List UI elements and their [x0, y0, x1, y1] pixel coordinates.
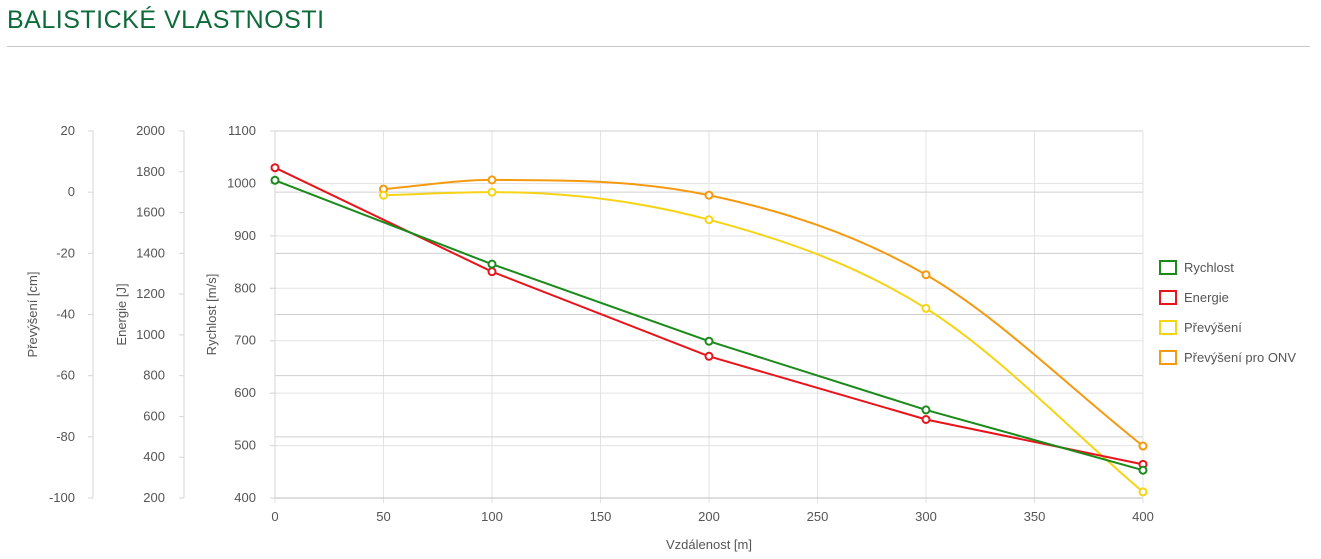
data-point: [1138, 441, 1148, 451]
data-point: [704, 190, 714, 200]
legend-swatch: [1159, 260, 1177, 275]
x-tick-label: 150: [590, 509, 612, 524]
legend-label: Převýšení: [1184, 320, 1242, 335]
legend: Rychlost Energie Převýšení Převýšení pro ON…: [1159, 260, 1296, 365]
series-line: [383, 191, 1144, 493]
x-tick-label: 50: [376, 509, 390, 524]
x-tick-label: 350: [1024, 509, 1046, 524]
data-point: [270, 163, 280, 173]
data-point: [921, 405, 931, 415]
x-tick-label: 100: [481, 509, 503, 524]
rychlost-axis-title: Rychlost [m/s]: [204, 274, 219, 356]
title-divider: [7, 46, 1310, 47]
page-title: BALISTICKÉ VLASTNOSTI: [7, 6, 325, 34]
rychlost-tick-label: 1000: [227, 175, 256, 190]
x-axis-title: Vzdálenost [m]: [666, 537, 752, 552]
rychlost-tick-label: 700: [234, 333, 256, 348]
prevyseni-tick-label: -100: [49, 490, 75, 505]
energie-axis-title: Energie [J]: [114, 283, 129, 345]
prevyseni-tick-label: -20: [56, 245, 75, 260]
data-point: [704, 351, 714, 361]
legend-item[interactable]: Převýšení pro ONV: [1159, 350, 1296, 365]
data-point: [921, 303, 931, 313]
legend-swatch: [1159, 290, 1177, 305]
energie-tick-label: 400: [143, 449, 165, 464]
x-tick-label: 200: [698, 509, 720, 524]
data-point: [704, 336, 714, 346]
series-0: [270, 175, 1148, 475]
series-2: [379, 187, 1148, 497]
data-point: [487, 267, 497, 277]
energie-tick-label: 1200: [136, 286, 165, 301]
series-layer: [270, 163, 1148, 497]
legend-label: Energie: [1184, 290, 1229, 305]
energie-tick-label: 1400: [136, 245, 165, 260]
x-tick-label: 300: [915, 509, 937, 524]
rychlost-tick-label: 1100: [228, 123, 256, 138]
data-point: [1138, 487, 1148, 497]
data-point: [921, 270, 931, 280]
legend-swatch: [1159, 320, 1177, 335]
x-tick-label: 0: [271, 509, 278, 524]
legend-label: Převýšení pro ONV: [1184, 350, 1296, 365]
energie-tick-label: 1600: [136, 205, 165, 220]
data-point: [1138, 465, 1148, 475]
rychlost-tick-label: 600: [234, 385, 256, 400]
energie-tick-label: 1000: [136, 327, 165, 342]
prevyseni-tick-label: 20: [61, 123, 75, 138]
legend-item[interactable]: Energie: [1159, 290, 1229, 305]
rychlost-tick-label: 900: [234, 228, 256, 243]
data-point: [487, 187, 497, 197]
data-point: [379, 190, 388, 200]
series-3: [379, 175, 1148, 451]
prevyseni-axis-title: Převýšení [cm]: [25, 272, 40, 358]
data-point: [921, 415, 931, 425]
legend-swatch: [1159, 350, 1177, 365]
prevyseni-tick-label: -40: [56, 307, 75, 322]
x-tick-label: 400: [1132, 509, 1154, 524]
data-point: [487, 175, 497, 185]
rychlost-tick-label: 800: [234, 280, 256, 295]
legend-label: Rychlost: [1184, 260, 1234, 275]
data-point: [270, 175, 280, 185]
rychlost-tick-label: 500: [234, 438, 256, 453]
legend-item[interactable]: Převýšení: [1159, 320, 1242, 335]
energie-tick-label: 1800: [136, 164, 165, 179]
data-point: [487, 259, 497, 269]
legend-item[interactable]: Rychlost: [1159, 260, 1234, 275]
series-line: [383, 178, 1144, 447]
prevyseni-tick-label: -60: [56, 368, 75, 383]
prevyseni-tick-label: -80: [56, 429, 75, 444]
rychlost-tick-label: 400: [234, 490, 256, 505]
x-tick-label: 250: [807, 509, 829, 524]
prevyseni-tick-label: 0: [68, 184, 75, 199]
energie-tick-label: 800: [143, 368, 165, 383]
energie-tick-label: 600: [143, 408, 165, 423]
data-point: [704, 215, 714, 225]
energie-tick-label: 200: [143, 490, 165, 505]
energie-tick-label: 2000: [136, 123, 165, 138]
